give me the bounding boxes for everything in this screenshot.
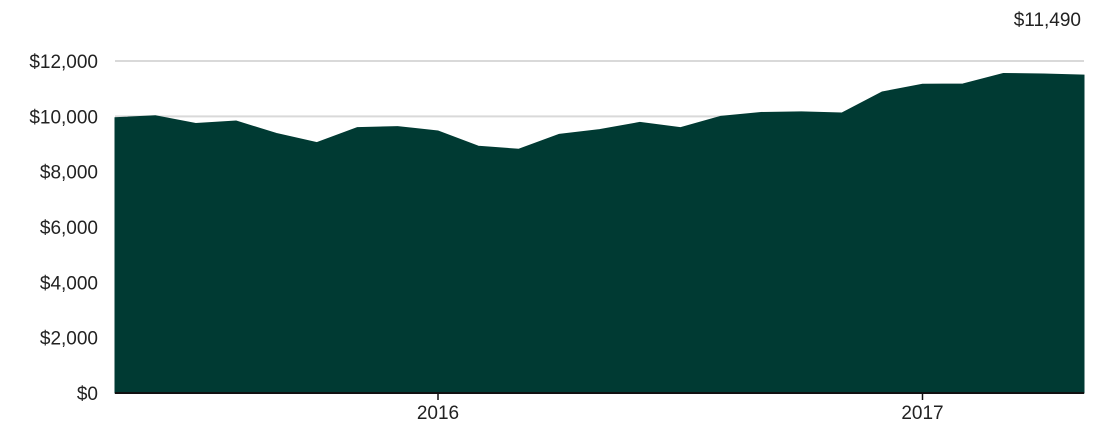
x-axis-ticks: 2016 2017 [417, 393, 944, 421]
y-tick-label: $12,000 [29, 52, 98, 73]
end-value-label: $11,490 [1014, 10, 1081, 31]
y-tick-label: $6,000 [40, 218, 98, 239]
y-tick-label: $10,000 [29, 107, 98, 128]
series-area-path [114, 72, 1085, 394]
y-tick-label: $2,000 [40, 329, 98, 350]
x-tick-label: 2017 [901, 403, 943, 421]
series-area [114, 72, 1085, 394]
x-tick-label: 2016 [417, 403, 459, 421]
y-tick-label: $0 [77, 384, 98, 405]
y-tick-label: $8,000 [40, 163, 98, 184]
y-axis-ticks: $0 $2,000 $4,000 $6,000 $8,000 $10,000 $12,000 [29, 52, 98, 405]
y-tick-label: $4,000 [40, 273, 98, 294]
